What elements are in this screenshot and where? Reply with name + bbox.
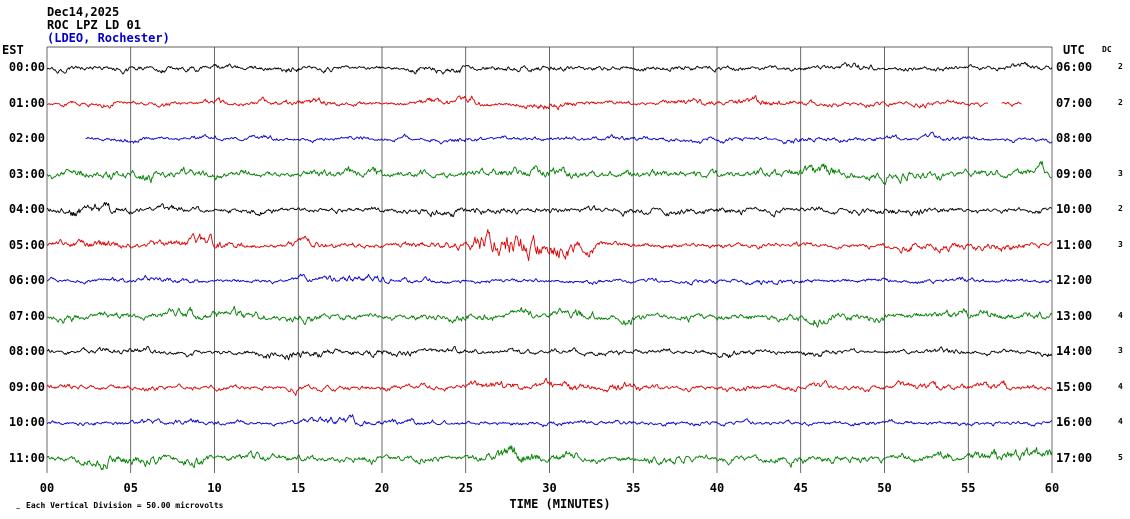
- x-tick-label: 30: [542, 481, 557, 495]
- x-tick-label: 60: [1044, 481, 1060, 495]
- utc-time-label: 07:00: [1056, 95, 1093, 110]
- dc-axis-label: DC: [1102, 45, 1112, 54]
- dc-value: 5: [1118, 452, 1123, 462]
- header-station: ROC LPZ LD 01: [47, 18, 141, 32]
- est-time-label: 04:00: [8, 202, 45, 216]
- x-tick-label: 45: [793, 481, 808, 495]
- header: Dec14,2025 ROC LPZ LD 01 (LDEO, Rocheste…: [47, 6, 170, 45]
- est-time-label: 07:00: [8, 308, 45, 323]
- x-tick-label: 40: [709, 481, 725, 495]
- x-axis-title: TIME (MINUTES): [509, 497, 611, 511]
- x-tick-label: 35: [626, 481, 641, 495]
- dc-value: 2: [1118, 97, 1123, 107]
- est-time-label: 01:00: [8, 95, 45, 110]
- est-axis-label: EST: [2, 43, 24, 57]
- header-date: Dec14,2025: [47, 5, 120, 19]
- est-time-label: 11:00: [8, 450, 45, 465]
- utc-time-label: 09:00: [1056, 166, 1093, 181]
- dc-value: 2: [1118, 62, 1123, 71]
- dc-value: 3: [1118, 168, 1123, 178]
- x-tick-label: 25: [458, 481, 473, 495]
- dc-value: 4: [1118, 381, 1123, 391]
- est-time-label: 09:00: [8, 379, 45, 394]
- dc-value: 4: [1118, 417, 1123, 426]
- est-time-label: 02:00: [8, 131, 45, 145]
- x-tick-label: 55: [961, 481, 976, 495]
- utc-time-label: 08:00: [1056, 131, 1093, 145]
- dc-value: 2: [1118, 204, 1123, 213]
- x-tick-label: 50: [877, 481, 892, 495]
- x-tick-label: 10: [207, 481, 222, 495]
- header-network: (LDEO, Rochester): [47, 31, 170, 45]
- utc-time-label: 15:00: [1056, 379, 1093, 394]
- utc-time-label: 16:00: [1056, 415, 1093, 429]
- utc-time-label: 10:00: [1056, 202, 1093, 216]
- x-tick-label: 20: [374, 481, 390, 495]
- utc-time-label: 06:00: [1056, 60, 1093, 74]
- utc-time-label: 14:00: [1056, 344, 1093, 358]
- utc-time-label: 13:00: [1056, 308, 1093, 323]
- dc-value: 4: [1118, 310, 1123, 320]
- est-time-label: 10:00: [8, 415, 45, 429]
- est-time-label: 03:00: [8, 166, 45, 181]
- x-tick-label: 15: [291, 481, 306, 495]
- utc-time-label: 11:00: [1056, 237, 1093, 252]
- x-tick-label: 00: [39, 481, 55, 495]
- scale-note: Each Vertical Division = 50.00 microvolt…: [26, 501, 224, 510]
- est-time-label: 06:00: [8, 273, 45, 287]
- x-tick-label: 05: [123, 481, 138, 495]
- corner-mark: ~: [16, 505, 21, 513]
- utc-time-label: 17:00: [1056, 450, 1093, 465]
- utc-axis-label: UTC: [1063, 43, 1085, 57]
- est-time-label: 08:00: [8, 344, 45, 358]
- est-time-label: 05:00: [8, 237, 45, 252]
- est-time-label: 00:00: [8, 60, 45, 74]
- utc-time-label: 12:00: [1056, 273, 1093, 287]
- dc-value: 3: [1118, 346, 1123, 355]
- dc-value: 3: [1118, 239, 1123, 249]
